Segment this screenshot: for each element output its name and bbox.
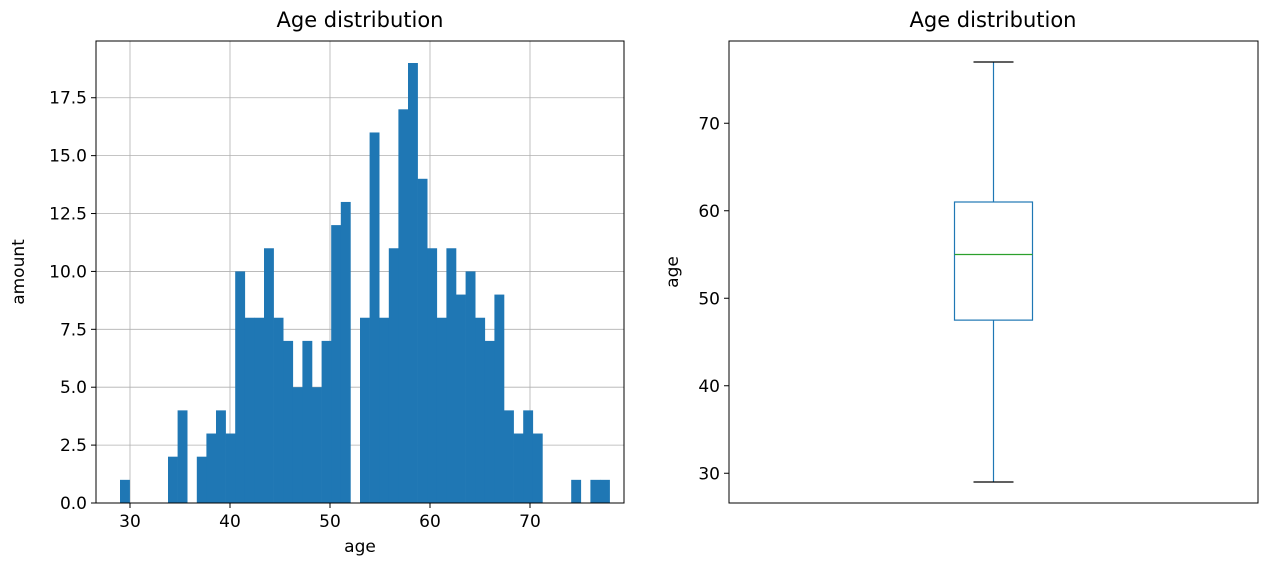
histogram-bar: [494, 294, 505, 503]
histogram-y-tick-label: 17.5: [49, 89, 87, 109]
boxplot-y-tick-label: 30: [698, 464, 720, 484]
histogram-bar: [273, 317, 284, 503]
boxplot-y-axis: 30 40 50 60 70: [698, 114, 729, 484]
boxplot-elements: [953, 61, 1034, 483]
histogram-bar: [436, 317, 447, 503]
histogram-bar: [264, 248, 274, 503]
histogram-bar: [446, 248, 457, 503]
histogram-x-axis-label: age: [344, 537, 376, 557]
histogram-bar: [340, 201, 351, 503]
histogram-bar: [590, 479, 601, 503]
histogram-x-tick-label: 50: [319, 512, 341, 532]
histogram-bar: [321, 340, 332, 503]
histogram-bar: [513, 433, 524, 503]
histogram-y-tick-label: 12.5: [49, 205, 87, 225]
histogram-chart: Age distribution 30 40 50 60 70 0.0 2.5 5.0 7.5…: [9, 8, 625, 557]
histogram-bar: [302, 340, 313, 503]
boxplot-y-tick-label: 40: [698, 377, 720, 397]
histogram-x-tick-label: 40: [219, 512, 241, 532]
histogram-bar: [177, 410, 188, 503]
histogram-y-tick-label: 10.0: [49, 262, 87, 282]
histogram-y-axis-label: amount: [9, 239, 29, 305]
histogram-y-tick-label: 5.0: [60, 378, 87, 398]
histogram-bar: [206, 433, 217, 503]
boxplot-y-tick-label: 70: [698, 114, 720, 134]
histogram-title: Age distribution: [277, 8, 444, 32]
histogram-bars: [120, 63, 610, 503]
histogram-plot-frame: [95, 40, 625, 504]
histogram-bar: [369, 132, 380, 503]
histogram-x-tick-label: 70: [519, 512, 541, 532]
histogram-x-axis: 30 40 50 60 70: [119, 503, 541, 532]
histogram-bar: [484, 340, 495, 503]
histogram-bar: [379, 317, 390, 503]
histogram-bar: [292, 387, 303, 503]
histogram-bar: [168, 456, 178, 503]
histogram-bar: [254, 317, 265, 503]
histogram-y-tick-label: 7.5: [60, 320, 87, 340]
histogram-bar: [216, 410, 226, 503]
boxplot-y-axis-label: age: [663, 256, 683, 288]
histogram-bar: [504, 410, 514, 503]
histogram-bar: [532, 433, 543, 503]
histogram-x-tick-label: 30: [119, 512, 141, 532]
histogram-bar: [465, 271, 476, 503]
histogram-bar: [398, 109, 409, 503]
histogram-bar: [408, 63, 418, 503]
histogram-bar: [283, 340, 294, 503]
histogram-bar: [388, 248, 399, 503]
boxplot-title: Age distribution: [910, 8, 1077, 32]
histogram-bar: [225, 433, 236, 503]
histogram-bar: [456, 294, 466, 503]
histogram-bar: [571, 479, 582, 503]
histogram-y-tick-label: 2.5: [60, 436, 87, 456]
boxplot-box: [953, 201, 1034, 321]
boxplot-plot-frame: [728, 40, 1259, 504]
histogram-bar: [523, 410, 534, 503]
histogram-y-tick-label: 0.0: [60, 494, 87, 514]
histogram-bar: [120, 479, 130, 503]
histogram-y-axis: 0.0 2.5 5.0 7.5 10.0 12.5 15.0 17.5: [49, 89, 96, 514]
histogram-bar: [235, 271, 246, 503]
histogram-bar: [427, 248, 438, 503]
boxplot-y-tick-label: 60: [698, 202, 720, 222]
histogram-bar: [417, 178, 428, 503]
histogram-bar: [360, 317, 370, 503]
histogram-x-tick-label: 60: [419, 512, 441, 532]
histogram-bar: [475, 317, 486, 503]
histogram-bar: [244, 317, 255, 503]
boxplot-chart: Age distribution 30 40 50 60 70 age: [663, 8, 1259, 504]
histogram-bar: [331, 225, 342, 503]
histogram-bar: [312, 387, 322, 503]
histogram-bar: [600, 479, 610, 503]
boxplot-y-tick-label: 50: [698, 289, 720, 309]
histogram-y-tick-label: 15.0: [49, 147, 87, 167]
histogram-bar: [196, 456, 207, 503]
